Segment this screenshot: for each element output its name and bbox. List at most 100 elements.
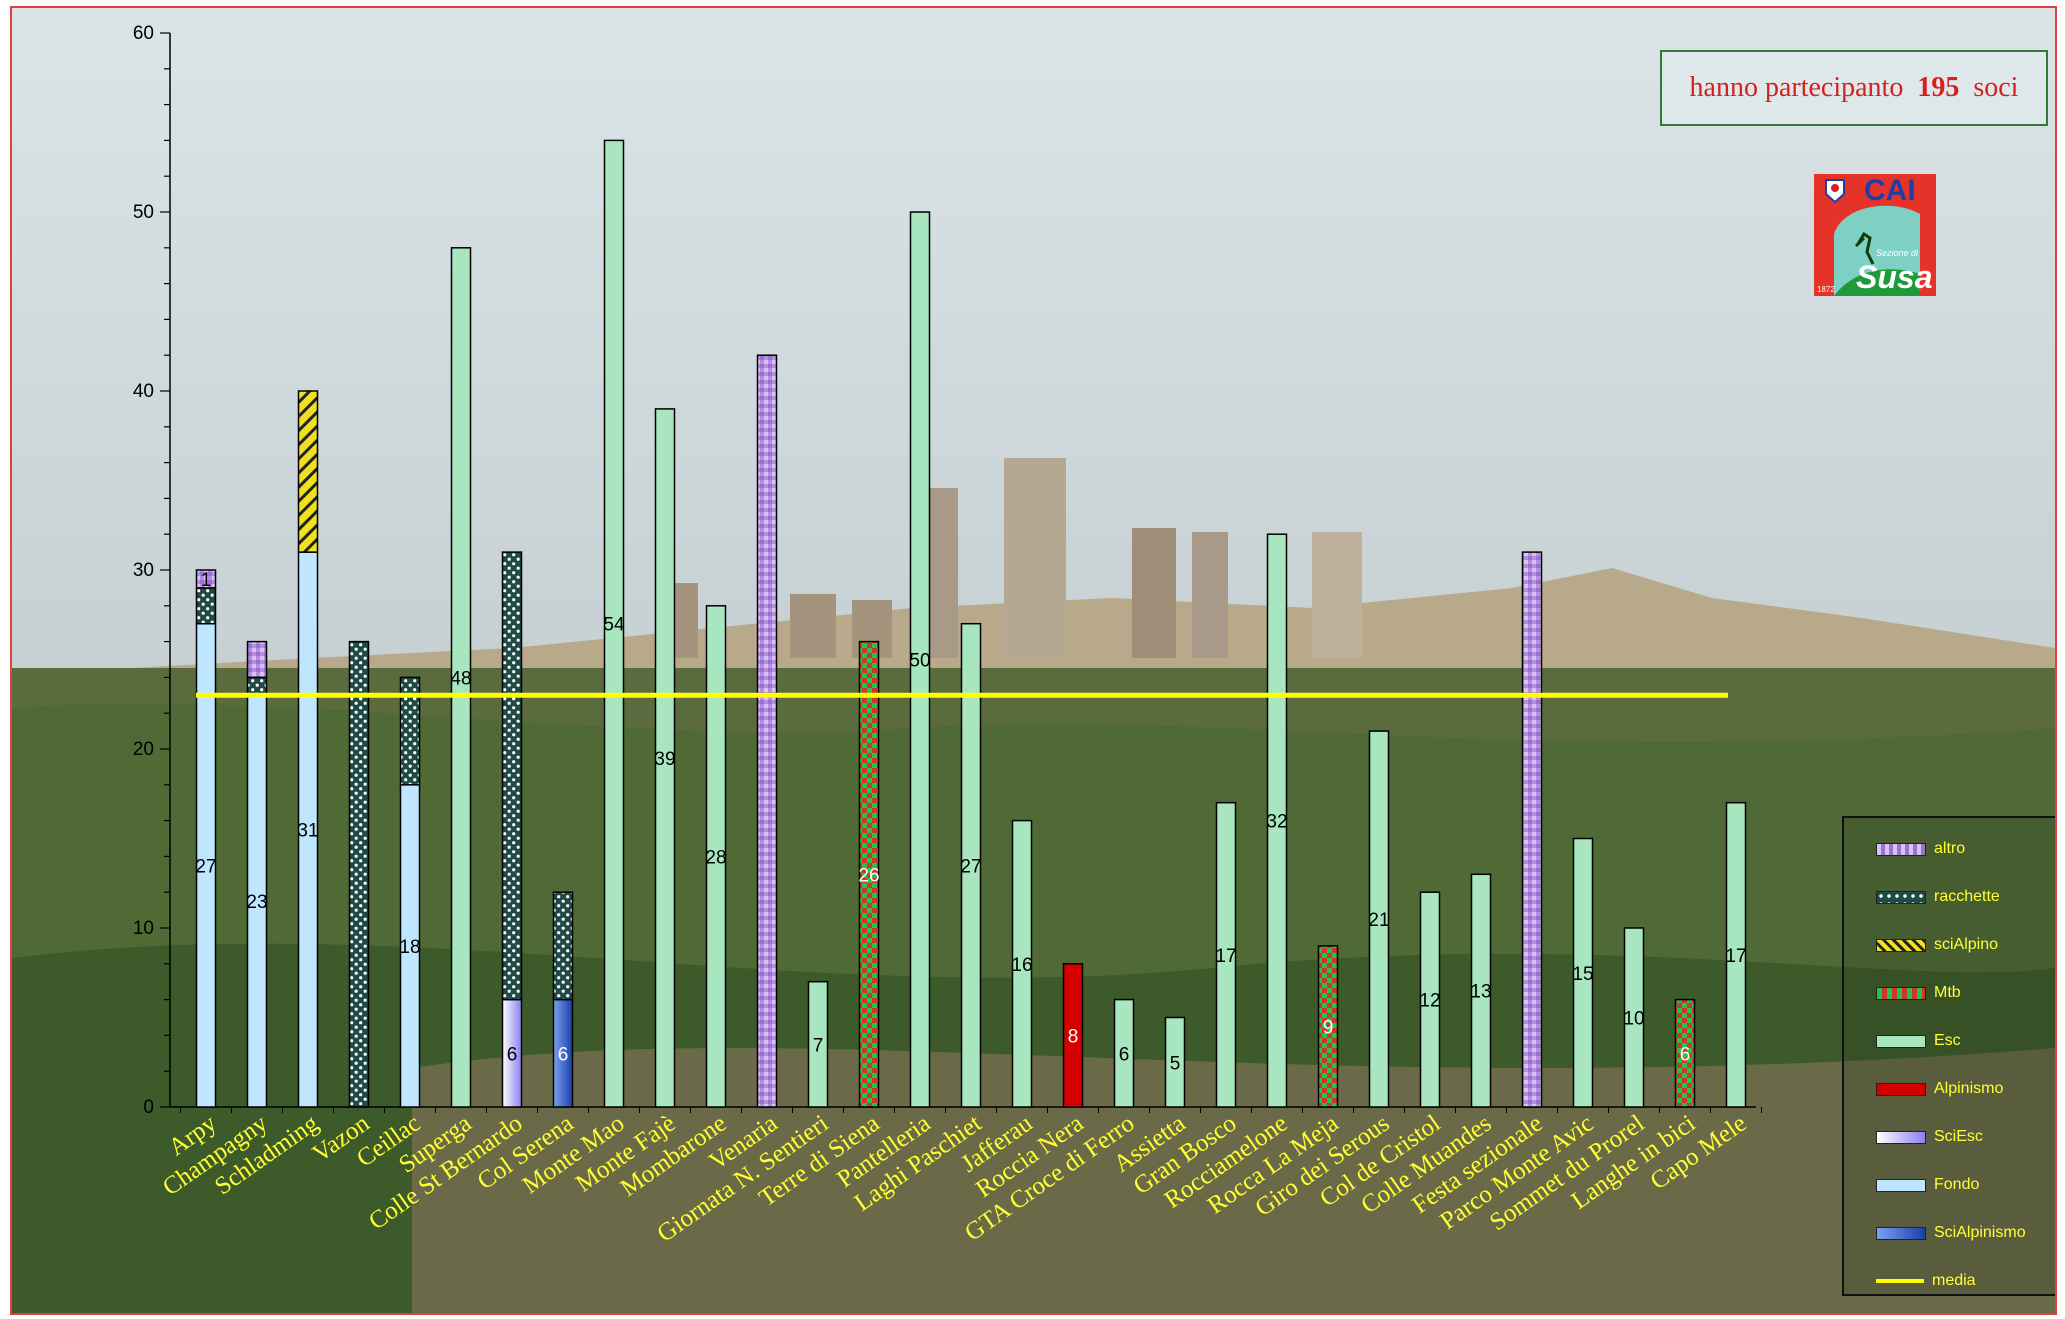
- value-label: 27: [195, 856, 216, 877]
- value-label: 31: [297, 821, 318, 842]
- bar-segment-esc: [1164, 1016, 1186, 1108]
- value-label: 21: [1368, 910, 1389, 931]
- background-landscape: [12, 8, 2055, 1313]
- bar-segment-esc: [1011, 819, 1033, 1108]
- bar-segment-esc: [450, 247, 472, 1108]
- bar-segment-altro: [246, 640, 268, 679]
- value-label: 16: [1011, 955, 1032, 976]
- bar-chart: 0 10 20 30 40 50 60 27 1 23 31 18 48 6 6 54 39 28 7 26 50 27…: [12, 8, 2055, 1313]
- bar-segment-altro: [195, 569, 217, 589]
- logo-text: CAI: [1864, 174, 1916, 207]
- legend-label: SciEsc: [1934, 1128, 1983, 1145]
- legend-item-esc: Esc: [1876, 1028, 1961, 1054]
- value-label: 8: [1068, 1026, 1079, 1047]
- legend-swatch: [1876, 1178, 1926, 1192]
- y-tick-label: 0: [143, 1097, 154, 1118]
- value-label: 7: [813, 1035, 824, 1056]
- value-label: 39: [654, 749, 675, 770]
- bar-segment-esc: [807, 980, 829, 1108]
- legend-item-altro: altro: [1876, 836, 1965, 862]
- value-label: 48: [450, 668, 471, 689]
- y-tick-label: 10: [133, 918, 154, 939]
- value-label: 23: [246, 892, 267, 913]
- bars: [195, 139, 1747, 1108]
- bar-segment-scialpino: [297, 390, 319, 553]
- y-tick-label: 20: [133, 739, 154, 760]
- bar-segment-racchette: [399, 676, 421, 786]
- bar-segment-esc: [1623, 927, 1645, 1108]
- bar-segment-esc: [705, 605, 727, 1108]
- value-label: 50: [909, 651, 930, 672]
- value-label: 17: [1725, 946, 1746, 967]
- legend-swatch: [1876, 986, 1926, 1000]
- legend-label: SciAlpinismo: [1934, 1224, 2026, 1241]
- legend-item-fondo: Fondo: [1876, 1172, 1979, 1198]
- y-tick-label: 50: [133, 202, 154, 223]
- value-label: 27: [960, 856, 981, 877]
- legend-label: Alpinismo: [1934, 1080, 2004, 1097]
- bar-segment-esc: [909, 211, 931, 1108]
- value-label: 5: [1170, 1053, 1181, 1074]
- value-label: 6: [1680, 1044, 1691, 1065]
- legend-item-alpinismo: Alpinismo: [1876, 1076, 2003, 1102]
- value-label: 28: [705, 847, 726, 868]
- bar-segment-altro: [1521, 551, 1543, 1108]
- legend-item-scialpino: sciAlpino: [1876, 932, 1998, 958]
- bar-segment-esc: [1572, 837, 1594, 1108]
- y-tick-label: 60: [133, 23, 154, 44]
- legend-label: Mtb: [1934, 984, 1961, 1001]
- value-label: 17: [1215, 946, 1236, 967]
- value-label: 6: [558, 1044, 569, 1065]
- logo-sub: Sezione di: [1876, 248, 1919, 258]
- legend-swatch: [1876, 890, 1926, 904]
- legend-swatch: [1876, 1130, 1926, 1144]
- value-label: 9: [1323, 1017, 1334, 1038]
- value-label: 54: [603, 615, 625, 636]
- bar-segment-racchette: [195, 587, 217, 625]
- value-labels: 27 1 23 31 18 48 6 6 54 39 28 7 26 50 27 16 8 6 5 17 32 9 21 12…: [195, 570, 1746, 1074]
- bar-segment-racchette: [552, 891, 574, 1001]
- legend-label: Fondo: [1934, 1176, 1980, 1193]
- y-tick-label: 30: [133, 560, 154, 581]
- bar-segment-esc: [1419, 891, 1441, 1108]
- bar-segment-mtb: [1317, 945, 1339, 1108]
- legend-label: sciAlpino: [1934, 936, 1999, 953]
- bar-segment-esc: [1215, 801, 1237, 1108]
- bar-segment-altro: [756, 354, 778, 1108]
- legend-label: altro: [1934, 840, 1966, 857]
- value-label: 15: [1572, 964, 1593, 985]
- chart-frame: 0 10 20 30 40 50 60 27 1 23 31 18 48 6 6 54 39 28 7 26 50 27…: [10, 6, 2057, 1315]
- participants-box: hanno partecipanto 195 soci: [1660, 50, 2048, 126]
- y-tick-label: 40: [133, 381, 154, 402]
- value-label: 1: [201, 570, 212, 591]
- legend-swatch: [1876, 938, 1926, 952]
- legend-item-sciesc: SciEsc: [1876, 1124, 1983, 1150]
- value-label: 6: [1119, 1044, 1130, 1065]
- value-label: 13: [1470, 982, 1491, 1003]
- bar-segment-esc: [603, 139, 625, 1108]
- bar-segment-alpinismo: [1062, 963, 1084, 1108]
- bar-segment-mtb: [1674, 998, 1696, 1108]
- bar-segment-esc: [654, 408, 676, 1108]
- bar-segment-racchette: [501, 551, 523, 1001]
- participants-prefix: hanno partecipanto: [1689, 72, 1904, 103]
- legend-swatch: [1876, 842, 1926, 856]
- legend-swatch: [1876, 1082, 1926, 1096]
- participants-count: 195: [1917, 72, 1960, 103]
- legend-label: media: [1932, 1272, 1976, 1289]
- bar-segment-racchette: [348, 640, 370, 1108]
- value-label: 26: [858, 865, 879, 886]
- bar-segment-esc: [1266, 533, 1288, 1108]
- legend-swatch: [1876, 1034, 1926, 1048]
- legend: altro racchette sciAlpino Mtb Esc Alpinismo Sc…: [1842, 816, 2055, 1296]
- value-label: 18: [399, 937, 420, 958]
- value-label: 6: [507, 1044, 518, 1065]
- bar-segment-esc: [1470, 873, 1492, 1108]
- legend-item-scialpinismo: SciAlpinismo: [1876, 1220, 2026, 1246]
- cai-logo-icon: CAI Sezione di Susa 1872: [1814, 174, 1936, 296]
- legend-item-racchette: racchette: [1876, 884, 2000, 910]
- participants-suffix: soci: [1973, 72, 2019, 103]
- cai-susa-logo: CAI Sezione di Susa 1872: [1814, 174, 1936, 296]
- bar-segment-esc: [1725, 801, 1747, 1108]
- legend-item-media: media: [1876, 1268, 1976, 1294]
